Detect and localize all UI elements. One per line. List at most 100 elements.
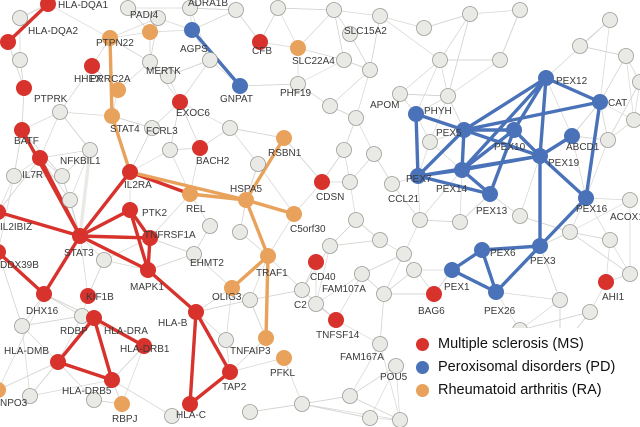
node-circle [290,76,306,92]
node-label: POU5F1 [380,372,419,383]
node-circle [232,78,248,94]
edge-CAT-PEX5 [462,100,602,132]
edge-PEX12-PEX5 [462,76,548,132]
node-circle [140,262,156,278]
unlabeled-gene-node [202,52,218,68]
background-edge [379,15,441,61]
gene-node-tap2: TAP2 [222,364,247,393]
node-circle [260,248,276,264]
background-edge [179,101,231,129]
edge-TRAF1-OLIG3 [230,254,270,290]
unlabeled-gene-node [202,218,218,234]
background-edge [79,235,89,297]
unlabeled-gene-node [348,212,364,228]
background-edge [57,361,95,401]
node-label: IL2IBIZ [0,222,32,233]
node-circle [192,140,208,156]
background-edge [369,15,381,71]
node-label: BAG6 [418,306,445,317]
edge-HLA-B-HLA-C [188,310,198,406]
background-edge [129,127,153,173]
background-edge [447,13,471,97]
node-label: PEX7 [406,174,432,185]
node-label: PEX13 [476,206,508,217]
node-label: ABCD1 [566,142,600,153]
node-circle [474,242,490,258]
gene-node-nfkbil1: NFKBIL1 [60,142,101,167]
background-edge [335,319,381,345]
node-label: HSPA5 [230,184,262,195]
unlabeled-gene-node [618,48,634,64]
background-edge [147,253,195,271]
node-label: EXOC6 [176,108,210,119]
background-edge [301,395,351,405]
unlabeled-gene-node [326,2,342,18]
gene-node-abcd1: ABCD1 [564,128,600,153]
unlabeled-gene-node [422,134,438,150]
background-edge [585,139,609,199]
gene-node-pex1: PEX1 [444,262,470,293]
edge-DDX39B-DHX16 [0,251,46,296]
edge-PTK2-STAT3 [78,208,132,238]
node-circle [592,94,608,110]
edge-NFKBIL1-STAT3 [78,148,92,238]
background-edge [329,239,381,247]
gene-node-bag6: BAG6 [418,286,445,317]
gene-node-padi4: PADI4 [130,10,159,40]
node-label: PEX10 [494,142,526,153]
node-label: PEX3 [530,256,556,267]
node-label: TAP2 [222,382,247,393]
node-label: ADRA1B [188,0,228,9]
background-edge [459,169,463,223]
edge-PEX3-PEX16 [538,196,588,248]
unlabeled-gene-node [366,146,382,162]
gene-node-tnfrsf1a: TNFRSF1A [142,230,196,246]
background-edge [419,169,463,221]
unlabeled-gene-node [250,156,266,172]
edge-PEX12-PEX10 [512,76,548,132]
node-circle [0,204,6,220]
node-circle [72,228,88,244]
gene-node-rbpj: RBPJ [112,396,138,425]
node-label: HLA-C [176,410,206,421]
gene-node-hla-b: HLA-B [158,304,204,329]
background-edge [569,199,631,233]
gene-node-pex3: PEX3 [530,238,556,267]
gene-node-prrc2a: PRRC2A [90,74,131,98]
edge-PEX1-PEX26 [450,268,498,294]
node-label: PEX1 [444,282,470,293]
node-circle [14,122,30,138]
node-circle [384,176,400,192]
gene-node-cfb: CFB [252,34,272,57]
node-circle [104,372,120,388]
node-circle [188,304,204,320]
background-edge [519,311,591,331]
node-circle [80,288,96,304]
unlabeled-gene-node [632,74,640,90]
node-circle [372,336,388,352]
node-label: STAT4 [110,124,140,135]
gene-node-exoc6: EXOC6 [172,94,210,119]
background-edge [439,13,471,61]
background-edge [29,379,113,397]
background-edge [599,55,627,103]
background-edge [229,337,267,373]
legend-swatch-ra [416,383,429,397]
edge-STAT4-IL2RA [110,114,132,174]
edge-PEX10-PEX14 [460,128,516,172]
unlabeled-gene-node [572,38,588,54]
background-edge [569,231,631,275]
node-label: IL7R [22,170,43,181]
unlabeled-gene-node [626,112,640,128]
node-circle [136,338,152,354]
background-edge [191,9,237,31]
background-edge [239,83,299,87]
node-circle [426,286,442,302]
unlabeled-gene-node [622,266,638,282]
background-edge [395,365,401,421]
background-edge [267,255,303,291]
background-edge [369,365,397,419]
node-label: PEX26 [484,306,516,317]
unlabeled-gene-node [120,0,136,16]
node-label: HLA-DQA1 [58,0,108,11]
